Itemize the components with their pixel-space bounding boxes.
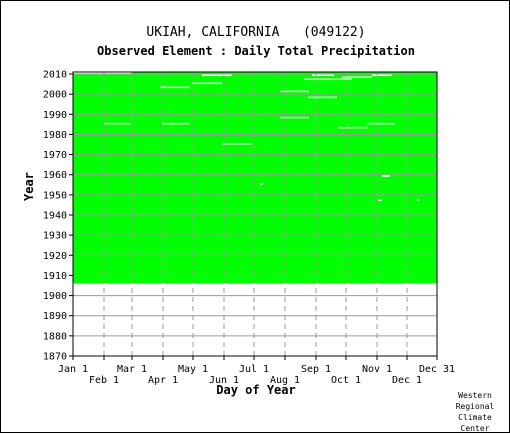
missing-data-gap (280, 116, 309, 119)
missing-data-gap (342, 76, 372, 79)
x-tick-label: May 1 (178, 364, 208, 375)
chart-subtitle: Observed Element : Daily Total Precipita… (97, 44, 415, 58)
y-tick-label: 1990 (43, 110, 67, 121)
x-tick-label: Oct 1 (331, 375, 361, 386)
missing-data-gap (280, 90, 309, 93)
x-tick-label: Sep 1 (301, 364, 331, 375)
credit-line: Western (458, 391, 492, 400)
missing-data-gap (372, 74, 392, 77)
y-tick-label: 1930 (43, 231, 67, 242)
y-tick-label: 1870 (43, 352, 67, 363)
x-tick-label: Jul 1 (239, 364, 269, 375)
credit-line: Climate (458, 413, 492, 422)
missing-data-gap (417, 199, 420, 201)
missing-data-gap (378, 199, 382, 201)
missing-data-gap (202, 74, 232, 77)
missing-data-gap (73, 72, 132, 75)
missing-data-gap (308, 96, 337, 99)
y-tick-label: 1920 (43, 251, 67, 262)
credit-text: Western Regional Climate Center (449, 390, 501, 434)
data-coverage-block (73, 72, 437, 284)
plot-border (72, 71, 438, 357)
missing-data-gap (338, 126, 368, 129)
y-tick-label: 1940 (43, 211, 67, 222)
missing-data-gap (304, 78, 352, 81)
y-tick-label: 1980 (43, 130, 67, 141)
missing-data-gap (104, 122, 131, 125)
x-tick-label: Nov 1 (362, 364, 392, 375)
y-tick-label: 1960 (43, 170, 67, 181)
x-tick-label: Dec 31 (419, 364, 455, 375)
x-axis-label: Day of Year (216, 383, 296, 397)
y-tick-label: 1880 (43, 331, 67, 342)
x-tick-label: Jan 1 (58, 364, 88, 375)
missing-data-gap (367, 122, 395, 125)
y-tick-label: 1900 (43, 291, 67, 302)
missing-data-gap (162, 122, 190, 125)
missing-data-gap (192, 82, 222, 85)
x-tick-label: Dec 1 (392, 375, 422, 386)
missing-data-gap (312, 74, 334, 77)
missing-data-gap (382, 175, 390, 177)
y-tick-label: 2000 (43, 90, 67, 101)
y-tick-label: 1890 (43, 311, 67, 322)
x-tick-label: Feb 1 (89, 375, 119, 386)
x-tick-label: Aug 1 (270, 375, 300, 386)
missing-data-gap (260, 183, 263, 185)
y-tick-label: 1970 (43, 150, 67, 161)
y-tick-label: 1910 (43, 271, 67, 282)
x-tick-label: Mar 1 (117, 364, 147, 375)
x-tick-label: Jun 1 (209, 375, 239, 386)
credit-line: Regional (455, 402, 495, 411)
missing-data-gap (160, 86, 190, 89)
credit-line: Center (460, 424, 490, 433)
x-tick-label: Apr 1 (148, 375, 178, 386)
chart-title: UKIAH, CALIFORNIA (049122) (146, 25, 366, 40)
missing-data-gap (222, 142, 252, 145)
y-tick-label: 1950 (43, 190, 67, 201)
y-tick-label: 2010 (43, 70, 67, 81)
